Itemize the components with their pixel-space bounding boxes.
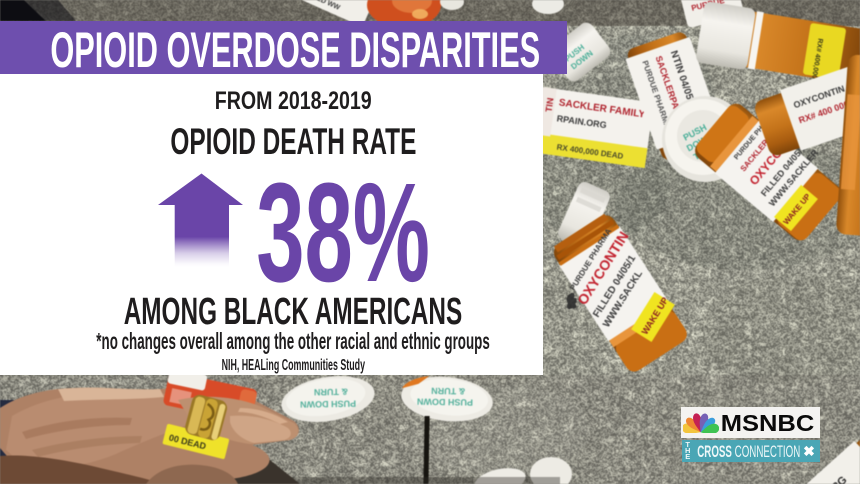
svg-text:& TURN: & TURN	[431, 386, 465, 397]
svg-text:PUSH DOWN: PUSH DOWN	[417, 396, 473, 407]
svg-text:TIN: TIN	[544, 97, 556, 113]
svg-text:& TURN: & TURN	[314, 387, 348, 398]
svg-text:PUSH DOWN: PUSH DOWN	[300, 399, 356, 410]
